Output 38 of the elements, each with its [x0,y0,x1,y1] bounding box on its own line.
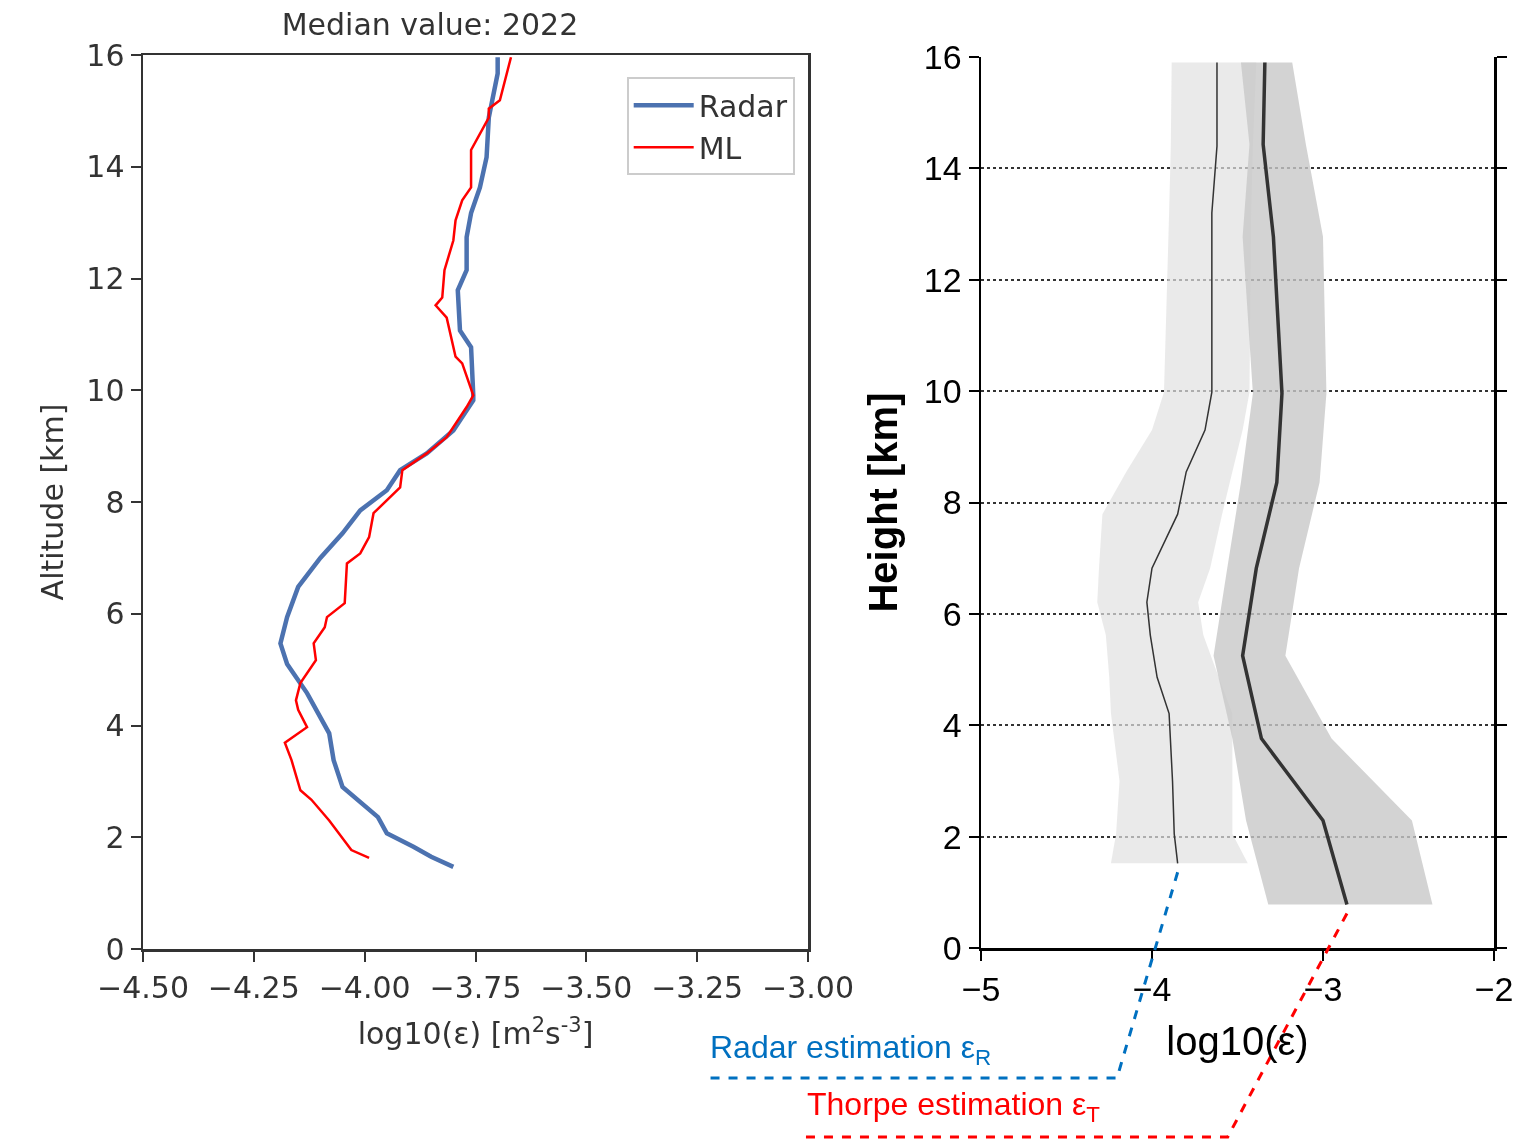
y-tick-label: 0 [942,928,962,967]
y-tick-label: 12 [86,261,125,296]
legend-label: Radar [698,89,788,125]
x-tick-label: −4.25 [207,969,300,1005]
y-tick-label: 16 [923,37,962,76]
y-tick-label: 14 [86,149,125,185]
y-tick-label: 10 [86,372,125,408]
text: Thorpe estimation ε$_{T}$ [807,1086,1101,1127]
x-tick-label: −3.00 [762,969,854,1005]
x-tick-label: −5 [961,970,1001,1009]
text: Radar estimation ε$_{R}$ [710,1029,992,1070]
y-tick-label: 12 [923,260,962,299]
x-axis-title: log10(ε) [1166,1019,1309,1064]
x-tick-label: −4 [1132,970,1172,1009]
y-tick-label: 8 [105,484,125,520]
legend-label: ML [698,131,742,167]
y-tick-label: 4 [105,708,125,743]
x-tick-label: −3 [1303,970,1343,1009]
y-axis-title: Height [km] [861,392,906,613]
x-tick-label: −3.50 [540,969,633,1005]
y-tick-label: 16 [86,37,125,73]
y-tick-label: 6 [105,596,125,632]
y-tick-label: 4 [942,706,962,745]
x-tick-label: −4.00 [318,969,411,1005]
x-tick-label: −3.75 [429,969,522,1005]
chart-title: Median value: 2022 [281,6,579,42]
x-tick-label: −3.25 [651,969,744,1005]
x-tick-label: −2 [1474,970,1514,1009]
x-tick-label: −4.50 [97,969,189,1005]
y-tick-label: 10 [923,372,962,411]
y-tick-label: 2 [105,819,125,855]
y-tick-label: 0 [105,931,125,967]
x-axis-title: log10(ε) [m$^{2}$s$^{-3}$] [357,1012,594,1052]
y-tick-label: 14 [923,149,962,188]
y-axis-title: Altitude [km] [35,403,71,601]
y-tick-label: 6 [942,594,962,633]
y-tick-label: 8 [942,483,962,522]
y-tick-label: 2 [942,817,962,856]
